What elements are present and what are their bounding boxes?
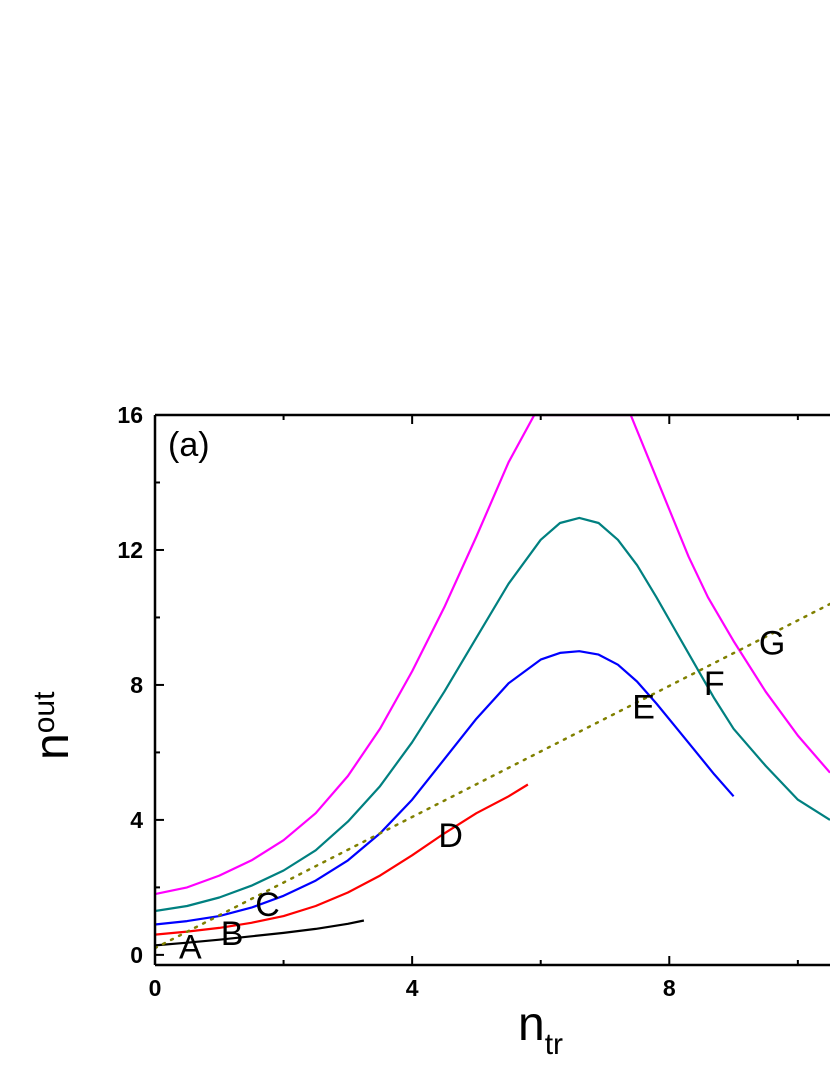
point-label-a: A bbox=[179, 928, 202, 966]
series-line-olive bbox=[155, 602, 830, 950]
panel-label: (a) bbox=[168, 426, 210, 464]
y-tick-label: 8 bbox=[130, 672, 143, 698]
axes-layer: 0 4 8 0 4 8 12 16 bbox=[117, 402, 830, 1001]
x-axis-title: ntr bbox=[518, 998, 563, 1061]
x-axis-title-main: n bbox=[518, 998, 545, 1051]
x-tick-label: 8 bbox=[663, 975, 676, 1001]
x-tick-label: 4 bbox=[406, 975, 419, 1001]
series-line-red bbox=[155, 783, 529, 936]
point-label-c: C bbox=[255, 886, 280, 924]
series-line-magenta bbox=[155, 415, 830, 896]
point-label-g: G bbox=[759, 625, 785, 663]
point-label-e: E bbox=[632, 689, 655, 727]
y-tick-label: 0 bbox=[130, 942, 143, 968]
point-label-f: F bbox=[704, 665, 725, 703]
y-axis-title-main: n bbox=[26, 733, 79, 760]
x-tick-label: 0 bbox=[149, 975, 162, 1001]
point-label-b: B bbox=[221, 915, 244, 953]
x-axis-title-sub: tr bbox=[545, 1028, 563, 1061]
y-tick-label: 4 bbox=[130, 807, 143, 833]
y-axis-title-sub: out bbox=[28, 691, 61, 733]
point-label-d: D bbox=[438, 817, 463, 855]
series-line-teal bbox=[155, 516, 830, 913]
series-line-black bbox=[155, 919, 365, 947]
labels-layer: A BC D E FG bbox=[179, 625, 785, 967]
series-layer bbox=[155, 415, 830, 950]
y-tick-label: 12 bbox=[117, 537, 143, 563]
series-line-blue bbox=[155, 650, 735, 926]
y-axis-title: nout bbox=[26, 691, 79, 760]
y-tick-label: 16 bbox=[117, 402, 143, 428]
